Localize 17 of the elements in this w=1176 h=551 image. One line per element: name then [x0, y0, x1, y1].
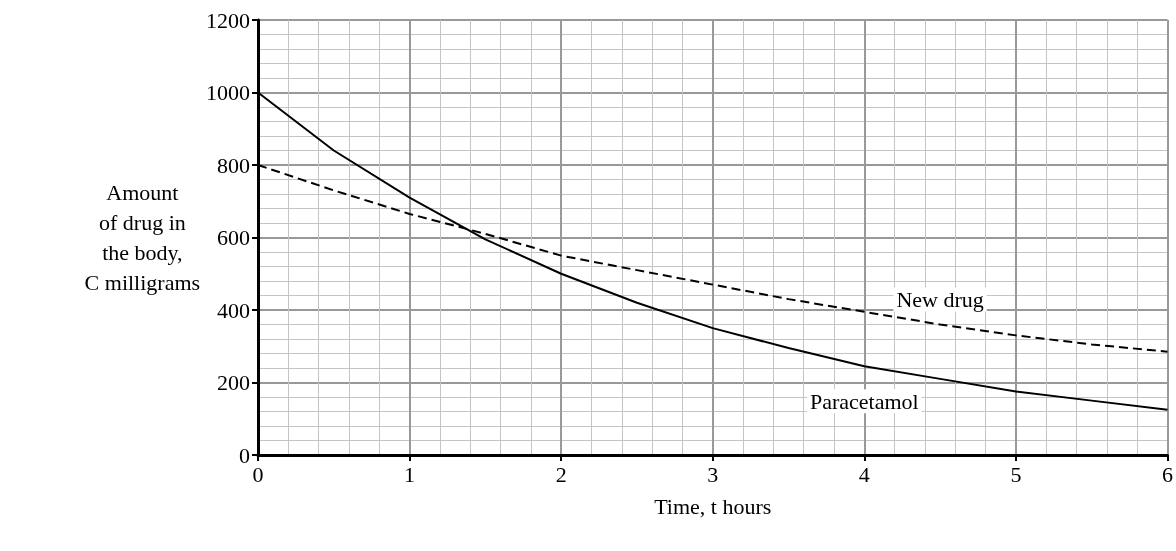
x-tick-label: 6: [1162, 461, 1173, 487]
x-tick-label: 4: [858, 461, 870, 487]
x-tick-label: 1: [404, 461, 416, 487]
y-tick-label: 1000: [206, 80, 250, 105]
series-label: New drug: [896, 286, 984, 312]
y-tick-label: 200: [217, 370, 250, 395]
y-tick-label: 400: [217, 297, 250, 323]
x-axis-title: Time, t hours: [654, 493, 772, 519]
y-tick-label: 1200: [206, 7, 250, 33]
x-tick-label: 5: [1010, 461, 1022, 487]
y-axis-title: Amount of drug in the body, C milligrams: [84, 180, 201, 295]
y-tick-label: 600: [217, 225, 250, 250]
x-tick-label: 2: [555, 461, 567, 487]
x-tick-label: 3: [707, 461, 719, 487]
y-tick-label: 0: [239, 442, 250, 468]
y-tick-label: 800: [217, 152, 250, 178]
series-label: Paracetamol: [809, 388, 919, 414]
